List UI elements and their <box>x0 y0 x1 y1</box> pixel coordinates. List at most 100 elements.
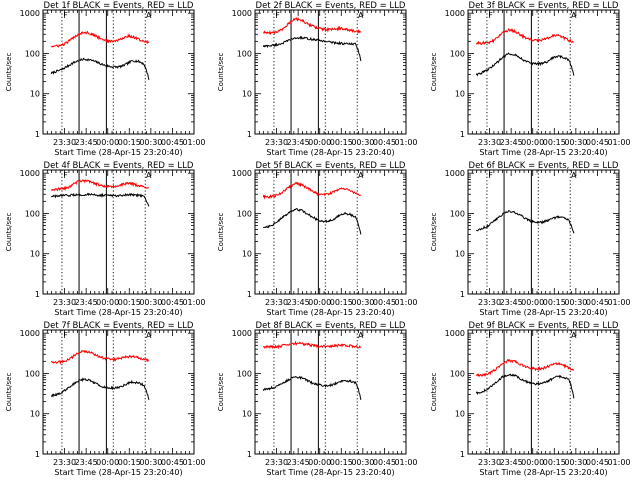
panel-7: Det 7f BLACK = Events, RED = LLD Counts/s… <box>5 321 206 477</box>
y-tick-label: 1 <box>460 450 465 459</box>
x-tick-label: 01:00 <box>182 138 205 147</box>
y-axis-label: Counts/sec <box>217 53 225 92</box>
y-axis-label: Counts/sec <box>5 53 13 92</box>
x-tick-label: 00:30 <box>351 138 374 147</box>
flag-marker-label: F <box>275 171 280 180</box>
x-axis-label: Start Time (28-Apr-15 23:20:40) <box>54 148 182 157</box>
x-tick-label: 23:30 <box>53 458 76 467</box>
x-tick-label: 00:45 <box>586 458 609 467</box>
x-tick-label: 01:00 <box>394 138 417 147</box>
panel-1: Det 1f BLACK = Events, RED = LLD Counts/s… <box>5 1 206 157</box>
panel-title: Det 6f BLACK = Events, RED = LLD <box>469 161 619 171</box>
y-tick-label: 100 <box>25 209 40 218</box>
events-series-line <box>263 208 362 235</box>
events-series-line <box>50 377 150 401</box>
flag-marker-label: A <box>571 331 577 340</box>
x-tick-label: 00:15 <box>543 298 566 307</box>
events-series-line <box>50 57 150 81</box>
x-tick-label: 00:30 <box>351 298 374 307</box>
axes-frame <box>467 9 620 135</box>
y-axis-label: Counts/sec <box>217 373 225 412</box>
y-tick-label: 1000 <box>445 9 465 18</box>
x-tick-label: 00:15 <box>330 458 353 467</box>
y-tick-label: 10 <box>242 90 252 99</box>
y-tick-label: 1000 <box>445 329 465 338</box>
y-axis-label: Counts/sec <box>5 213 13 252</box>
panel-title: Det 8f BLACK = Events, RED = LLD <box>256 321 406 331</box>
x-tick-label: 23:30 <box>53 298 76 307</box>
flag-marker-label: F <box>63 171 68 180</box>
x-tick-label: 00:30 <box>564 458 587 467</box>
flag-marker-label: A <box>146 11 152 20</box>
x-tick-label: 23:30 <box>478 138 501 147</box>
x-tick-label: 00:15 <box>118 138 141 147</box>
x-tick-label: 01:00 <box>394 458 417 467</box>
y-tick-label: 1000 <box>20 169 40 178</box>
flag-marker-label: F <box>488 11 493 20</box>
x-axis-label: Start Time (28-Apr-15 23:20:40) <box>266 148 394 157</box>
x-tick-label: 00:15 <box>330 298 353 307</box>
flag-marker-label: A <box>358 171 364 180</box>
x-tick-label: 00:15 <box>543 138 566 147</box>
x-axis-label: Start Time (28-Apr-15 23:20:40) <box>266 468 394 477</box>
y-tick-label: 1 <box>247 290 252 299</box>
panel-3: Det 3f BLACK = Events, RED = LLD Counts/s… <box>430 1 631 157</box>
panel-title: Det 1f BLACK = Events, RED = LLD <box>44 1 194 11</box>
panel-title: Det 2f BLACK = Events, RED = LLD <box>256 1 406 11</box>
x-tick-label: 00:45 <box>586 138 609 147</box>
events-series-line <box>475 373 575 399</box>
x-tick-label: 23:30 <box>53 138 76 147</box>
x-tick-label: 00:45 <box>373 458 396 467</box>
x-tick-label: 00:45 <box>373 298 396 307</box>
y-axis-label: Counts/sec <box>217 213 225 252</box>
lld-series-line <box>263 16 362 36</box>
panel-2: Det 2f BLACK = Events, RED = LLD Counts/s… <box>217 1 418 157</box>
x-tick-label: 23:30 <box>265 138 288 147</box>
y-tick-label: 1000 <box>20 329 40 338</box>
lld-series-line <box>50 349 150 365</box>
x-tick-label: 00:45 <box>161 458 184 467</box>
y-tick-label: 10 <box>455 410 465 419</box>
x-axis-label: Start Time (28-Apr-15 23:20:40) <box>479 468 607 477</box>
y-tick-label: 100 <box>237 369 252 378</box>
x-tick-label: 00:30 <box>564 298 587 307</box>
x-tick-label: 00:00 <box>308 138 331 147</box>
flag-marker-label: F <box>275 11 280 20</box>
x-axis-label: Start Time (28-Apr-15 23:20:40) <box>54 468 182 477</box>
panel-title: Det 3f BLACK = Events, RED = LLD <box>469 1 619 11</box>
y-tick-label: 1000 <box>20 9 40 18</box>
flag-marker-label: F <box>488 171 493 180</box>
lld-series-line <box>475 28 575 45</box>
x-tick-label: 00:00 <box>521 298 544 307</box>
axes-frame <box>42 9 195 135</box>
panel-title: Det 9f BLACK = Events, RED = LLD <box>469 321 619 331</box>
flag-marker-label: A <box>146 331 152 340</box>
panel-title: Det 7f BLACK = Events, RED = LLD <box>44 321 194 331</box>
axes-frame <box>254 9 407 135</box>
x-tick-label: 00:45 <box>161 138 184 147</box>
flag-marker-label: A <box>358 11 364 20</box>
events-series-line <box>50 192 150 207</box>
y-tick-label: 10 <box>242 250 252 259</box>
x-tick-label: 23:30 <box>478 298 501 307</box>
x-tick-label: 00:15 <box>543 458 566 467</box>
x-tick-label: 00:45 <box>373 138 396 147</box>
y-tick-label: 100 <box>450 209 465 218</box>
y-tick-label: 100 <box>237 49 252 58</box>
x-tick-label: 23:45 <box>500 458 523 467</box>
x-tick-label: 00:00 <box>308 298 331 307</box>
y-tick-label: 100 <box>450 369 465 378</box>
x-tick-label: 01:00 <box>182 458 205 467</box>
y-tick-label: 1 <box>35 290 40 299</box>
panel-8: Det 8f BLACK = Events, RED = LLD Counts/s… <box>217 321 418 477</box>
x-tick-label: 00:30 <box>139 138 162 147</box>
x-axis-label: Start Time (28-Apr-15 23:20:40) <box>266 308 394 317</box>
y-tick-label: 1 <box>247 450 252 459</box>
axes-frame <box>254 169 407 295</box>
y-tick-label: 1000 <box>232 9 252 18</box>
panel-title: Det 4f BLACK = Events, RED = LLD <box>44 161 194 171</box>
flag-marker-label: A <box>571 11 577 20</box>
axes-frame <box>42 329 195 455</box>
x-tick-label: 23:45 <box>287 138 310 147</box>
y-tick-label: 1000 <box>445 169 465 178</box>
